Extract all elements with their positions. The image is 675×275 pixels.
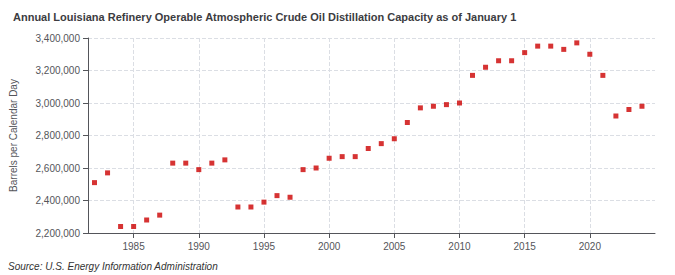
svg-text:1990: 1990 [188,241,211,252]
svg-text:2000: 2000 [318,241,341,252]
svg-text:2,400,000: 2,400,000 [36,195,81,206]
svg-text:Source: U.S. Energy Informatio: Source: U.S. Energy Information Administ… [8,261,218,272]
svg-text:3,400,000: 3,400,000 [36,33,81,44]
svg-text:2,800,000: 2,800,000 [36,130,81,141]
svg-text:3,000,000: 3,000,000 [36,98,81,109]
svg-text:2005: 2005 [383,241,406,252]
svg-text:2,200,000: 2,200,000 [36,228,81,239]
svg-text:1985: 1985 [122,241,145,252]
svg-text:2020: 2020 [579,241,602,252]
svg-text:Barrels per Calendar Day: Barrels per Calendar Day [8,79,19,192]
svg-text:2010: 2010 [448,241,471,252]
svg-text:3,200,000: 3,200,000 [36,65,81,76]
svg-text:2015: 2015 [514,241,537,252]
svg-text:Annual Louisiana Refinery Oper: Annual Louisiana Refinery Operable Atmos… [13,11,516,23]
svg-text:1995: 1995 [253,241,276,252]
svg-text:2,600,000: 2,600,000 [36,163,81,174]
